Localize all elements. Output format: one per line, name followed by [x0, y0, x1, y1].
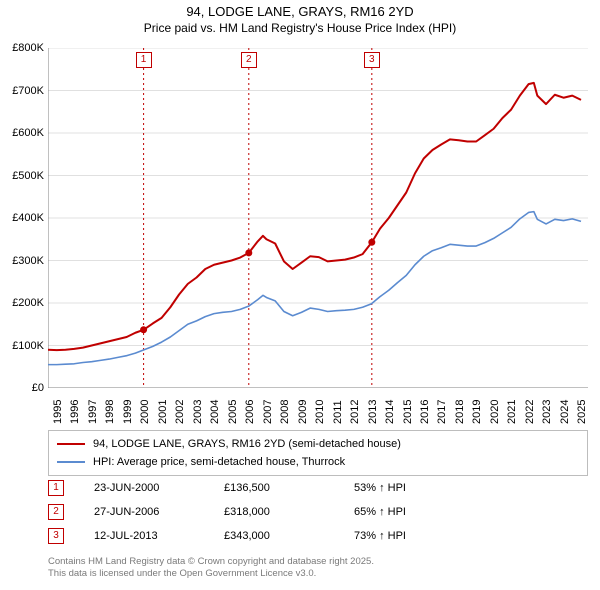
x-axis-label: 2019	[471, 400, 483, 424]
hpi-delta: 65% ↑ HPI	[354, 506, 406, 518]
x-axis-label: 2025	[576, 400, 588, 424]
y-axis-label: £200K	[2, 297, 44, 309]
y-axis-label: £300K	[2, 255, 44, 267]
legend-swatch	[57, 461, 85, 463]
x-axis-label: 1995	[52, 400, 64, 424]
x-axis-label: 2014	[384, 400, 396, 424]
x-axis-label: 2000	[139, 400, 151, 424]
marker-num-icon: 1	[48, 480, 64, 496]
x-axis-label: 1998	[104, 400, 116, 424]
y-axis-label: £800K	[2, 42, 44, 54]
x-axis-label: 2008	[279, 400, 291, 424]
legend-swatch	[57, 443, 85, 445]
x-axis-label: 2001	[157, 400, 169, 424]
title-address: 94, LODGE LANE, GRAYS, RM16 2YD	[0, 4, 600, 19]
y-axis-label: £600K	[2, 127, 44, 139]
legend-item-subject: 94, LODGE LANE, GRAYS, RM16 2YD (semi-de…	[57, 435, 579, 453]
table-row: 2 27-JUN-2006 £318,000 65% ↑ HPI	[48, 500, 588, 524]
x-axis-label: 2005	[227, 400, 239, 424]
x-axis-label: 2012	[349, 400, 361, 424]
x-axis-label: 2011	[332, 400, 344, 424]
chart-marker-num: 1	[136, 52, 152, 68]
x-axis-label: 2017	[436, 400, 448, 424]
x-axis-label: 2021	[506, 400, 518, 424]
legend-item-hpi: HPI: Average price, semi-detached house,…	[57, 453, 579, 471]
chart-container: 94, LODGE LANE, GRAYS, RM16 2YD Price pa…	[0, 0, 600, 590]
legend: 94, LODGE LANE, GRAYS, RM16 2YD (semi-de…	[48, 430, 588, 476]
chart-marker-num: 3	[364, 52, 380, 68]
x-axis-label: 2009	[297, 400, 309, 424]
sale-price: £343,000	[224, 530, 354, 542]
x-axis-label: 2003	[192, 400, 204, 424]
y-axis-label: £400K	[2, 212, 44, 224]
x-axis-label: 2004	[209, 400, 221, 424]
title-block: 94, LODGE LANE, GRAYS, RM16 2YD Price pa…	[0, 0, 600, 35]
sale-date: 12-JUL-2013	[94, 530, 224, 542]
hpi-delta: 53% ↑ HPI	[354, 482, 406, 494]
legend-label: HPI: Average price, semi-detached house,…	[93, 456, 345, 468]
marker-num-icon: 2	[48, 504, 64, 520]
attribution: Contains HM Land Registry data © Crown c…	[48, 556, 588, 581]
sale-price: £318,000	[224, 506, 354, 518]
sale-date: 23-JUN-2000	[94, 482, 224, 494]
legend-label: 94, LODGE LANE, GRAYS, RM16 2YD (semi-de…	[93, 438, 401, 450]
x-axis-label: 2002	[174, 400, 186, 424]
x-axis-label: 1996	[69, 400, 81, 424]
y-axis-label: £700K	[2, 85, 44, 97]
x-axis-label: 2023	[541, 400, 553, 424]
x-axis-label: 2018	[454, 400, 466, 424]
y-axis-label: £100K	[2, 340, 44, 352]
chart-marker-num: 2	[241, 52, 257, 68]
chart-area: £0£100K£200K£300K£400K£500K£600K£700K£80…	[48, 48, 588, 388]
attribution-line: This data is licensed under the Open Gov…	[48, 568, 588, 580]
x-axis-label: 2013	[367, 400, 379, 424]
x-axis-label: 1999	[122, 400, 134, 424]
x-axis-label: 2020	[489, 400, 501, 424]
marker-num-icon: 3	[48, 528, 64, 544]
x-axis-label: 2022	[524, 400, 536, 424]
y-axis-label: £0	[2, 382, 44, 394]
x-axis-label: 2015	[402, 400, 414, 424]
attribution-line: Contains HM Land Registry data © Crown c…	[48, 556, 588, 568]
x-axis-label: 2016	[419, 400, 431, 424]
line-chart	[48, 48, 588, 388]
table-row: 1 23-JUN-2000 £136,500 53% ↑ HPI	[48, 476, 588, 500]
y-axis-label: £500K	[2, 170, 44, 182]
hpi-delta: 73% ↑ HPI	[354, 530, 406, 542]
price-paid-table: 1 23-JUN-2000 £136,500 53% ↑ HPI 2 27-JU…	[48, 476, 588, 548]
sale-date: 27-JUN-2006	[94, 506, 224, 518]
x-axis-label: 2007	[262, 400, 274, 424]
sale-price: £136,500	[224, 482, 354, 494]
table-row: 3 12-JUL-2013 £343,000 73% ↑ HPI	[48, 524, 588, 548]
x-axis-label: 1997	[87, 400, 99, 424]
title-subtitle: Price paid vs. HM Land Registry's House …	[0, 21, 600, 35]
x-axis-label: 2006	[244, 400, 256, 424]
x-axis-label: 2024	[559, 400, 571, 424]
x-axis-label: 2010	[314, 400, 326, 424]
